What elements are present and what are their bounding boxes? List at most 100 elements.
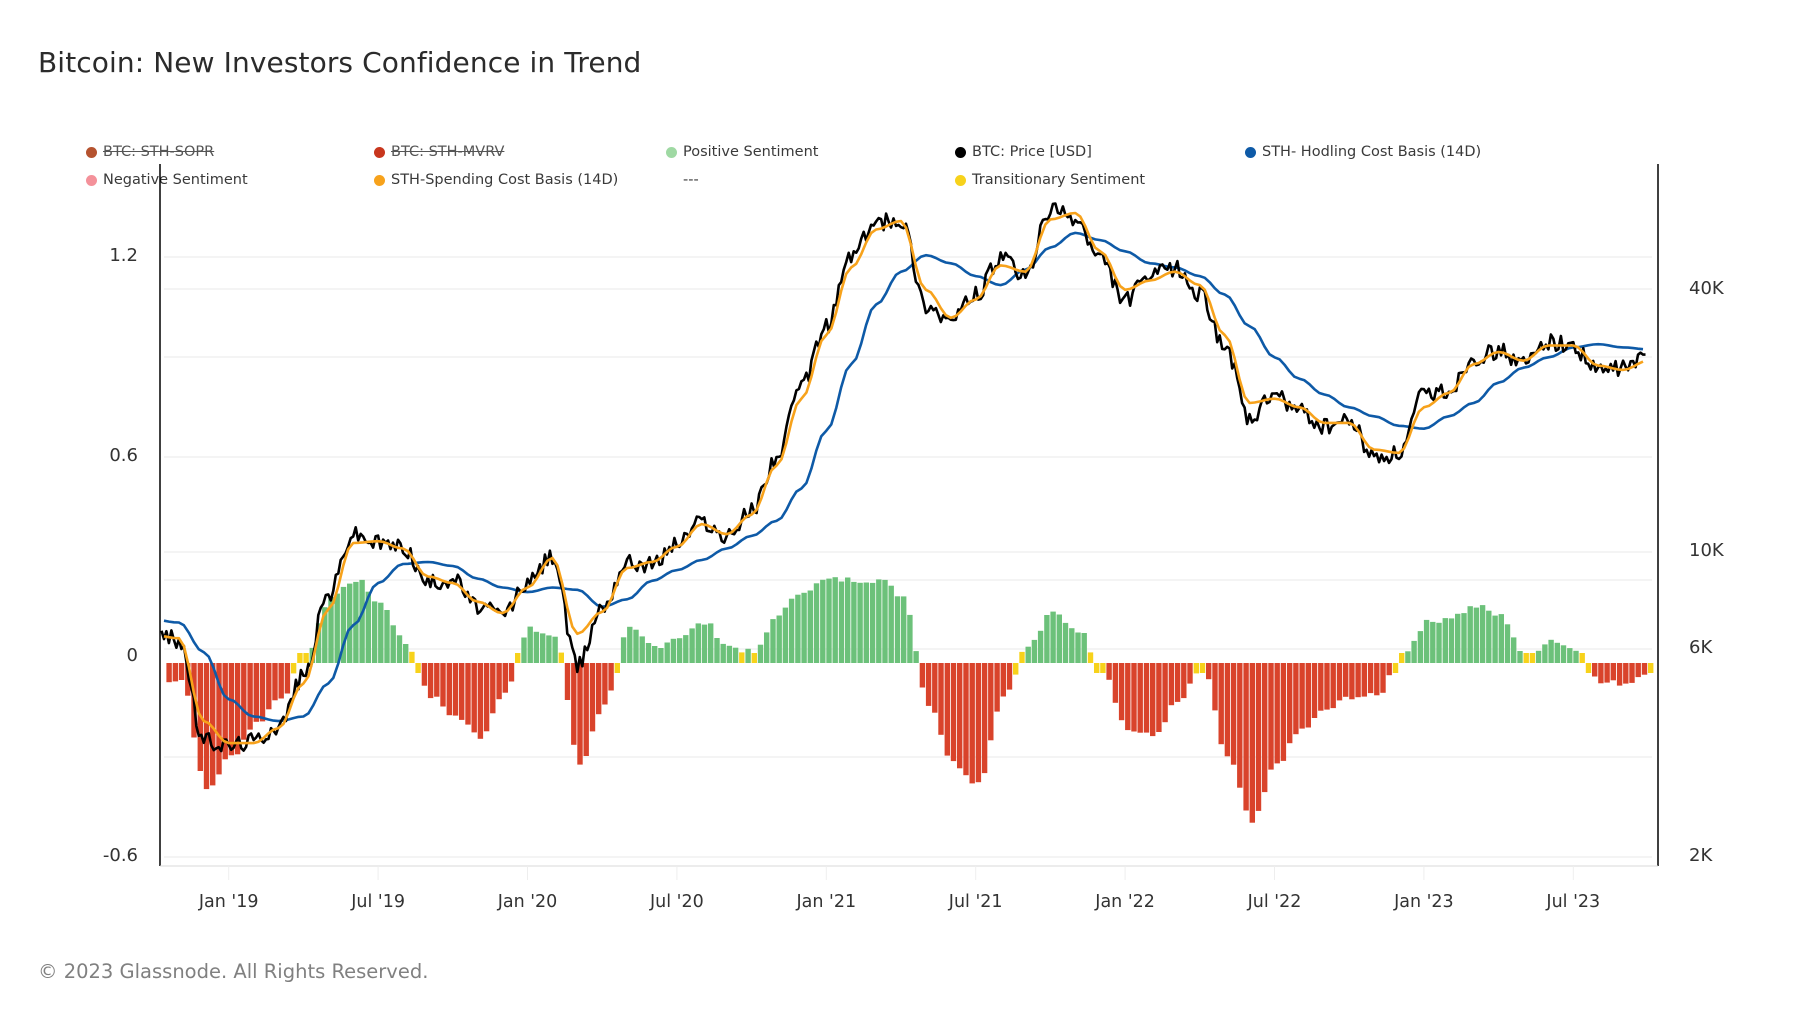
negative-sentiment-bar (1349, 663, 1355, 700)
positive-sentiment-bar (359, 579, 365, 663)
positive-sentiment-bar (807, 590, 813, 663)
negative-sentiment-bar (975, 663, 982, 783)
positive-sentiment-bar (1405, 651, 1411, 663)
x-axis-tick-label: Jan '19 (198, 892, 259, 912)
negative-sentiment-bar (1249, 663, 1255, 823)
legend-label: Negative Sentiment (103, 172, 248, 188)
positive-sentiment-bar (714, 638, 720, 663)
legend-item[interactable]: Transitionary Sentiment (955, 172, 1145, 188)
positive-sentiment-bar (645, 643, 652, 663)
legend-item[interactable]: BTC: Price [USD] (955, 144, 1092, 160)
negative-sentiment-bar (241, 663, 247, 740)
negative-sentiment-bar (1156, 663, 1162, 732)
positive-sentiment-bar (639, 636, 645, 663)
gridlines (164, 256, 1652, 858)
positive-sentiment-bar (907, 614, 913, 663)
legend-dot-icon (955, 146, 966, 158)
negative-sentiment-bar (228, 663, 235, 756)
positive-sentiment-bar (328, 596, 334, 663)
x-axis-tick-label: Jan '20 (497, 892, 558, 912)
positive-sentiment-bar (1448, 618, 1455, 663)
negative-sentiment-bar (1174, 663, 1181, 702)
negative-sentiment-bar (471, 663, 477, 733)
positive-sentiment-bar (552, 636, 558, 663)
negative-sentiment-bar (1305, 663, 1311, 728)
negative-sentiment-bar (434, 663, 440, 697)
positive-sentiment-bar (845, 577, 851, 663)
positive-sentiment-bar (633, 629, 639, 663)
positive-sentiment-bar (658, 648, 664, 663)
transitionary-sentiment-bar (1523, 653, 1529, 663)
positive-sentiment-bar (788, 598, 795, 663)
negative-sentiment-bar (483, 663, 490, 732)
positive-sentiment-bar (1492, 615, 1498, 663)
positive-sentiment-bar (863, 582, 869, 663)
negative-sentiment-bar (1311, 663, 1318, 718)
transitionary-sentiment-bar (415, 663, 421, 673)
legend-item[interactable]: STH- Hodling Cost Basis (14D) (1245, 144, 1481, 160)
negative-sentiment-bar (1168, 663, 1175, 706)
transitionary-sentiment-bar (1648, 663, 1654, 673)
negative-sentiment-bar (465, 663, 471, 725)
negative-sentiment-bar (216, 663, 222, 775)
transitionary-sentiment-bar (1019, 651, 1025, 663)
positive-sentiment-bar (1455, 613, 1461, 663)
positive-sentiment-bar (527, 626, 533, 663)
transitionary-sentiment-bar (1579, 653, 1585, 663)
legend-item[interactable]: BTC: STH-SOPR (86, 144, 214, 160)
left-axis-tick-label: 0 (126, 645, 138, 666)
legend-item[interactable]: Positive Sentiment (666, 144, 818, 160)
positive-sentiment-bar (521, 637, 527, 663)
negative-sentiment-bar (1218, 663, 1224, 745)
negative-sentiment-bar (1641, 663, 1648, 675)
negative-sentiment-bar (1243, 663, 1249, 811)
negative-sentiment-bar (981, 663, 988, 774)
positive-sentiment-bar (801, 592, 807, 663)
positive-sentiment-bar (1542, 644, 1548, 663)
negative-sentiment-bar (1324, 663, 1330, 710)
negative-sentiment-bar (957, 663, 963, 769)
negative-sentiment-bar (1224, 663, 1231, 757)
negative-sentiment-bar (1299, 663, 1305, 729)
positive-sentiment-bar (1486, 610, 1492, 663)
negative-sentiment-bar (459, 663, 465, 720)
negative-sentiment-bar (932, 663, 938, 713)
negative-sentiment-bar (1386, 663, 1392, 676)
price-lines (160, 202, 1646, 753)
legend-item[interactable]: Negative Sentiment (86, 172, 248, 188)
positive-sentiment-bar (901, 596, 907, 663)
positive-sentiment-bar (776, 615, 782, 663)
positive-sentiment-bar (1560, 645, 1567, 663)
negative-sentiment-bar (178, 663, 185, 680)
transitionary-sentiment-bar (1585, 663, 1592, 673)
negative-sentiment-bar (950, 663, 957, 762)
legend-label: STH-Spending Cost Basis (14D) (391, 172, 619, 188)
legend-item[interactable]: BTC: STH-MVRV (374, 144, 504, 160)
positive-sentiment-bar (832, 577, 838, 663)
legend-label: Positive Sentiment (683, 144, 819, 160)
legend-item[interactable]: STH-Spending Cost Basis (14D) (374, 172, 618, 188)
transitionary-sentiment-bar (1399, 653, 1405, 663)
negative-sentiment-bar (1106, 663, 1112, 680)
negative-sentiment-bar (222, 663, 228, 760)
right-axis-tick-label: 2K (1689, 845, 1713, 866)
positive-sentiment-bar (1069, 628, 1075, 663)
positive-sentiment-bar (764, 632, 770, 663)
x-axis-tick-label: Jan '22 (1095, 892, 1155, 912)
positive-sentiment-bar (315, 623, 322, 663)
legend-label: STH- Hodling Cost Basis (14D) (1262, 144, 1482, 160)
x-axis-tick-label: Jan '23 (1394, 892, 1454, 912)
transitionary-sentiment-bar (515, 653, 521, 663)
positive-sentiment-bar (371, 601, 378, 663)
negative-sentiment-bar (477, 663, 484, 739)
legend-label: Transitionary Sentiment (972, 172, 1146, 188)
transitionary-sentiment-bar (1193, 663, 1199, 674)
negative-sentiment-bar (427, 663, 434, 699)
positive-sentiment-bar (1548, 639, 1554, 663)
negative-sentiment-bar (278, 663, 284, 699)
negative-sentiment-bar (1604, 663, 1610, 683)
legend-item[interactable]: --- (683, 172, 699, 188)
negative-sentiment-bar (1131, 663, 1137, 732)
positive-sentiment-bar (378, 602, 384, 663)
